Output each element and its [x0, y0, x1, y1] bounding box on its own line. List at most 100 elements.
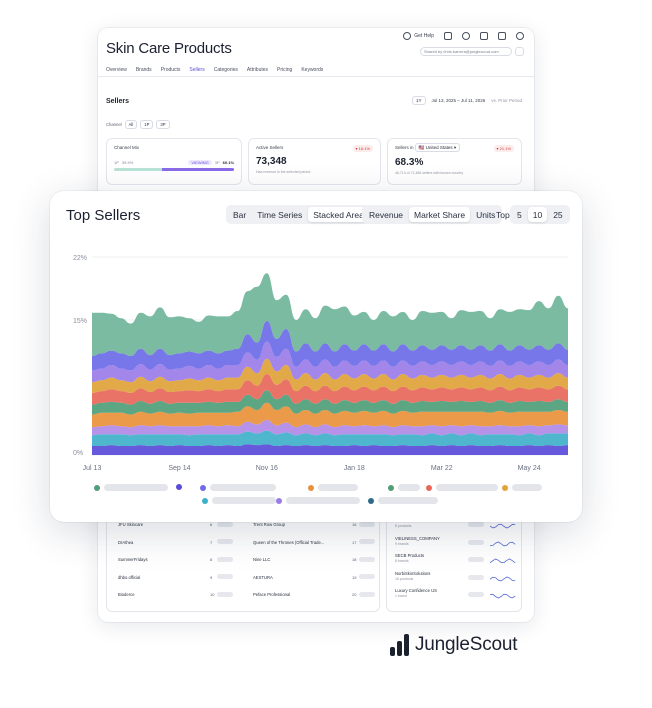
area-series-4: [92, 402, 568, 428]
seller-toggle[interactable]: [359, 574, 375, 579]
viewing-badge: VIEWING: [188, 160, 212, 165]
sellers-in-delta: ▾ 21.1%: [493, 145, 514, 152]
legend-item[interactable]: [368, 497, 438, 504]
active-sellers-label: Active Sellers: [256, 145, 284, 150]
seller-name[interactable]: Nine LLC: [253, 557, 271, 562]
tab-products[interactable]: Products: [160, 67, 181, 73]
area-series-3: [92, 419, 568, 436]
seller-toggle[interactable]: [468, 574, 484, 580]
seller-name[interactable]: SECB Products 8 brands: [395, 553, 424, 563]
period-button[interactable]: 1Y: [412, 96, 426, 105]
tab-pricing[interactable]: Pricing: [277, 67, 293, 73]
seller-name-text: Luxury Confidence US: [395, 588, 437, 593]
seller-toggle[interactable]: [359, 591, 375, 597]
seller-rank: 16: [352, 522, 357, 527]
seller-name[interactable]: JFU Skincare: [118, 522, 144, 527]
seller-sub-text: 16 products: [395, 576, 414, 581]
view-bar-button[interactable]: Bar: [228, 207, 251, 222]
active-sellers-delta: ▾ 16.1%: [352, 145, 373, 152]
legend-item[interactable]: [276, 497, 360, 504]
top-25-button[interactable]: 25: [548, 207, 567, 222]
seller-toggle[interactable]: [359, 539, 375, 544]
compare-label[interactable]: vs. Prior Period: [491, 98, 522, 103]
seller-rank: 6: [210, 522, 213, 527]
tab-overview[interactable]: Overview: [106, 67, 127, 73]
top-10-button[interactable]: 10: [527, 207, 548, 222]
sparkline: [490, 523, 516, 529]
seller-name[interactable]: Peface Professional: [253, 592, 291, 597]
shared-by-badge[interactable]: Shared by chris.barrera@junglescout.com: [420, 47, 512, 56]
metric-units-button[interactable]: Units: [471, 207, 500, 222]
tab-attributes[interactable]: Attributes: [246, 67, 269, 73]
logo-mark-icon: [390, 634, 409, 656]
seller-toggle[interactable]: [217, 591, 233, 597]
seller-name[interactable]: NorbiSkinSolutions 16 products: [395, 571, 430, 581]
sparkline: [490, 541, 516, 546]
y-tick-label: 0%: [73, 450, 83, 457]
sparkle-icon[interactable]: [480, 32, 488, 40]
seller-name[interactable]: SummerFridays: [118, 557, 148, 562]
document-icon[interactable]: [498, 32, 506, 40]
top-bar: Get Help: [98, 28, 534, 50]
mix-bar-3p: [161, 168, 234, 171]
seller-toggle[interactable]: [468, 522, 484, 527]
seller-toggle[interactable]: [468, 539, 484, 545]
view-stacked-area-button[interactable]: Stacked Area: [308, 207, 369, 222]
page-title: Skin Care Products: [106, 40, 232, 57]
tab-keywords[interactable]: Keywords: [301, 67, 324, 73]
legend-label-placeholder: [378, 497, 438, 504]
seller-name-text: NorbiSkinSolutions: [395, 570, 431, 576]
user-icon[interactable]: [516, 32, 524, 40]
x-tick-label: Sep 14: [168, 465, 190, 472]
legend-item[interactable]: [202, 497, 276, 504]
tab-brands[interactable]: Brands: [135, 67, 152, 73]
seller-toggle[interactable]: [468, 592, 484, 597]
seller-name[interactable]: Queen of the Thrones (Official Trade...: [253, 539, 325, 545]
channel-label: Channel: [106, 122, 122, 127]
legend-dot: [276, 497, 282, 504]
help-icon: [403, 32, 412, 40]
tab-categories[interactable]: Categories: [213, 67, 238, 73]
channel-option-1p[interactable]: 1P: [140, 120, 154, 129]
seller-toggle[interactable]: [217, 539, 233, 544]
seller-name[interactable]: dhbo.official: [118, 574, 141, 580]
seller-name[interactable]: Trent Row Group: [253, 522, 285, 527]
help-button[interactable]: Get Help: [403, 32, 434, 40]
seller-name[interactable]: VIELINESS_COMPANY 9 brands: [395, 536, 440, 546]
stacked-area-chart: 0% 15% 22% Jul 13 Sep 14 Nov 16 Jan 18 Mar 22 Ma…: [73, 255, 568, 472]
top-bar-actions: Get Help: [403, 32, 524, 40]
more-options-button[interactable]: [515, 47, 524, 56]
metric-market-share-button[interactable]: Market Share: [409, 207, 471, 222]
seller-name[interactable]: DrAthea: [118, 539, 134, 545]
channel-option-3p[interactable]: 3P: [156, 120, 170, 129]
seller-toggle[interactable]: [217, 556, 233, 562]
bell-icon[interactable]: [462, 32, 470, 40]
seller-toggle[interactable]: [359, 556, 375, 562]
x-tick-label: Jan 18: [344, 465, 365, 472]
top-sellers-title: Top Sellers: [66, 207, 141, 224]
seller-rank: 20: [352, 592, 357, 597]
seller-toggle[interactable]: [468, 557, 484, 562]
area-series-8: [92, 341, 568, 383]
top-n-label: Top: [496, 210, 510, 220]
seller-name[interactable]: Luxury Confidence US 1 brand: [395, 588, 437, 598]
date-controls: 1Y Jul 13, 2025 – Jul 11, 2026 vs. Prior…: [412, 96, 522, 105]
seller-name[interactable]: AESTURA: [253, 574, 273, 580]
x-tick-label: Nov 16: [256, 465, 278, 472]
channel-mix-card: Channel Mix 1P 39.9% VIEWING 3P 60.1%: [106, 138, 242, 185]
top-5-button[interactable]: 5: [512, 207, 527, 222]
channel-mix-row: 1P 39.9% VIEWING 3P 60.1%: [114, 160, 234, 165]
metric-revenue-button[interactable]: Revenue: [364, 207, 408, 222]
seller-name[interactable]: Bioderce: [118, 592, 135, 597]
seller-toggle[interactable]: [217, 521, 233, 527]
date-range[interactable]: Jul 13, 2025 – Jul 11, 2026: [431, 98, 486, 103]
seller-sub-text: 8 brands: [395, 559, 409, 563]
country-select[interactable]: 🇺🇸 United States ▾: [414, 143, 461, 152]
seller-sub-text: 8 products: [395, 524, 412, 528]
seller-toggle[interactable]: [217, 574, 233, 579]
seller-toggle[interactable]: [359, 521, 375, 527]
channel-option-all[interactable]: All: [124, 120, 138, 129]
seller-name-text: VIELINESS_COMPANY: [395, 535, 440, 541]
view-time-series-button[interactable]: Time Series: [252, 207, 307, 222]
chat-icon[interactable]: [444, 32, 452, 40]
